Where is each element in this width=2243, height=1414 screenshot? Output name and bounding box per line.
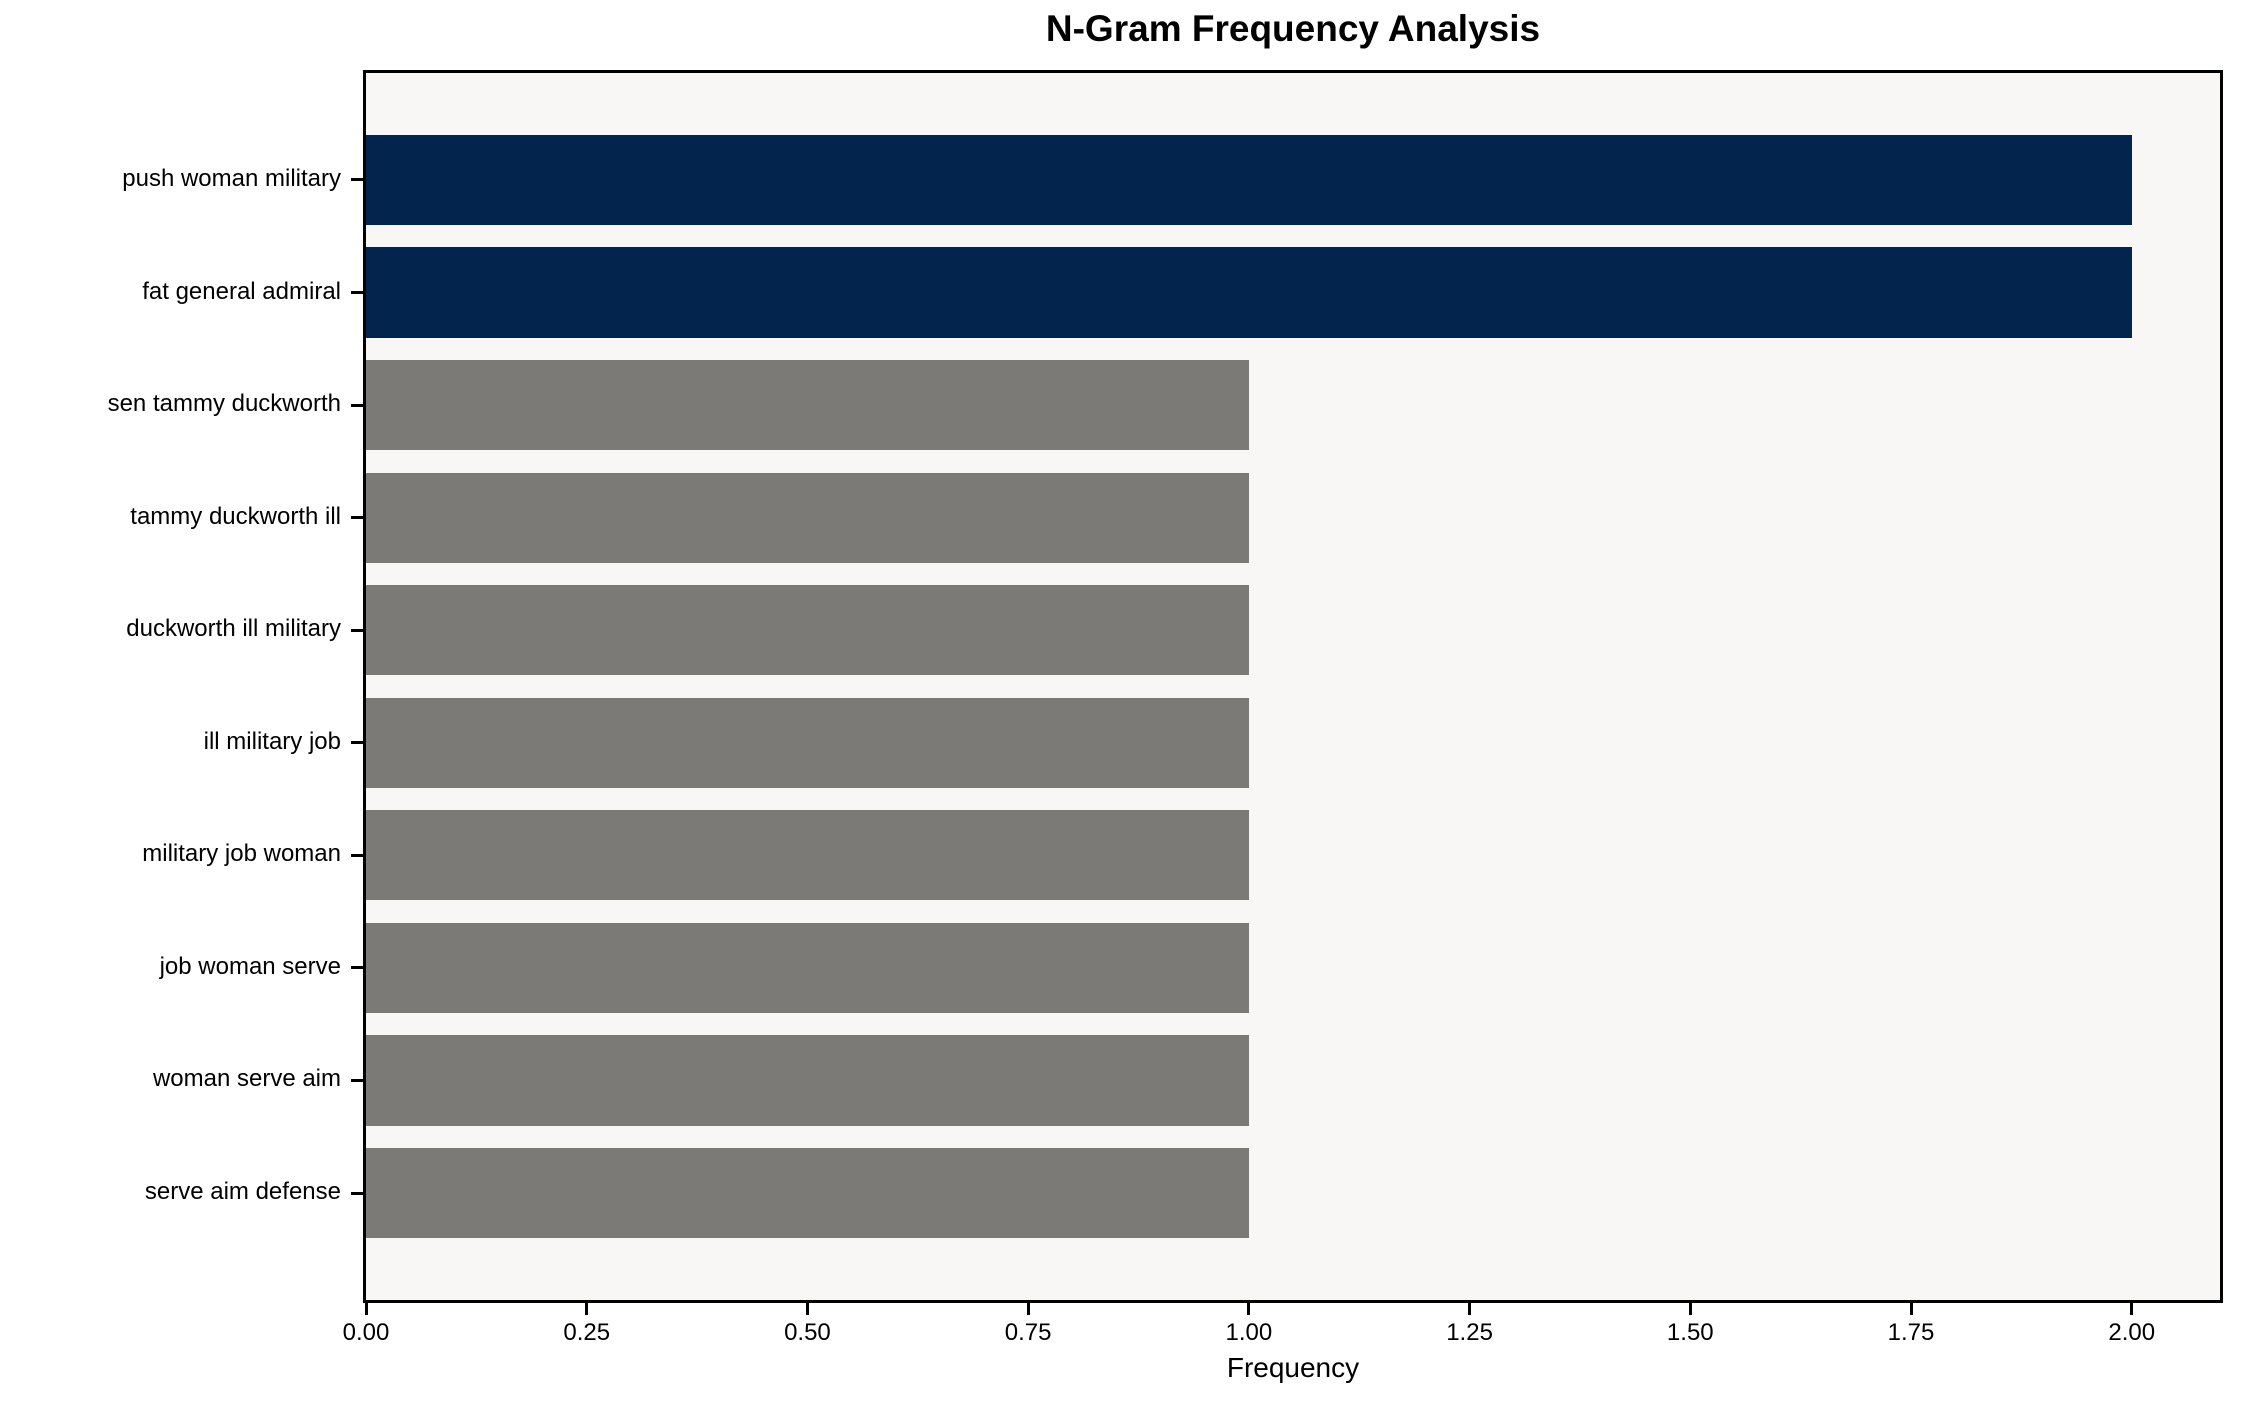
y-tick-mark <box>351 628 363 632</box>
y-tick-label: military job woman <box>142 840 341 868</box>
y-tick-mark <box>351 403 363 407</box>
y-tick-mark <box>351 966 363 970</box>
bar <box>366 360 1249 451</box>
y-tick-label: sen tammy duckworth <box>107 390 341 418</box>
y-tick-label: push woman military <box>122 164 341 192</box>
bar <box>366 585 1249 676</box>
y-tick-mark <box>351 741 363 745</box>
y-tick-label: fat general admiral <box>142 277 341 305</box>
plot-area <box>363 70 2223 1303</box>
y-tick-label: serve aim defense <box>144 1178 341 1206</box>
x-tick-mark <box>2130 1303 2134 1315</box>
x-tick-label: 0.75 <box>1004 1319 1052 1346</box>
bar <box>366 922 1249 1013</box>
x-tick-mark <box>364 1303 368 1315</box>
x-tick-label: 1.75 <box>1887 1319 1935 1346</box>
bar <box>366 1035 1249 1126</box>
x-tick-label: 0.25 <box>563 1319 611 1346</box>
bar <box>366 1148 1249 1239</box>
y-tick-mark <box>351 516 363 520</box>
y-tick-mark <box>351 291 363 294</box>
y-tick-mark <box>351 178 363 182</box>
y-tick-label: ill military job <box>203 727 341 755</box>
x-axis-label: Frequency <box>1226 1352 1360 1383</box>
x-tick-label: 1.25 <box>1446 1319 1493 1346</box>
bar <box>366 134 2132 225</box>
x-tick-mark <box>1909 1303 1913 1315</box>
x-tick-label: 1.50 <box>1666 1319 1714 1346</box>
bar <box>366 247 2132 338</box>
x-tick-mark <box>1688 1303 1692 1315</box>
x-tick-label: 0.50 <box>784 1319 831 1346</box>
x-tick-mark <box>805 1303 809 1315</box>
bar <box>366 472 1249 563</box>
x-tick-label: 1.00 <box>1225 1319 1273 1346</box>
x-tick-mark <box>1468 1303 1472 1315</box>
y-tick-label: tammy duckworth ill <box>130 502 341 530</box>
chart-title: N-Gram Frequency Analysis <box>1045 8 1541 49</box>
y-tick-mark <box>351 853 363 857</box>
x-tick-label: 2.00 <box>2108 1319 2156 1346</box>
y-tick-mark <box>351 1078 363 1082</box>
x-tick-mark <box>585 1303 589 1315</box>
y-tick-label: woman serve aim <box>152 1065 341 1093</box>
y-tick-mark <box>351 1191 363 1195</box>
x-tick-mark <box>1026 1303 1030 1315</box>
bar <box>366 810 1249 901</box>
x-tick-mark <box>1247 1303 1251 1315</box>
bar <box>366 697 1249 788</box>
y-tick-label: duckworth ill military <box>126 615 341 643</box>
x-tick-label: 0.00 <box>342 1319 390 1346</box>
y-tick-label: job woman serve <box>159 952 341 980</box>
